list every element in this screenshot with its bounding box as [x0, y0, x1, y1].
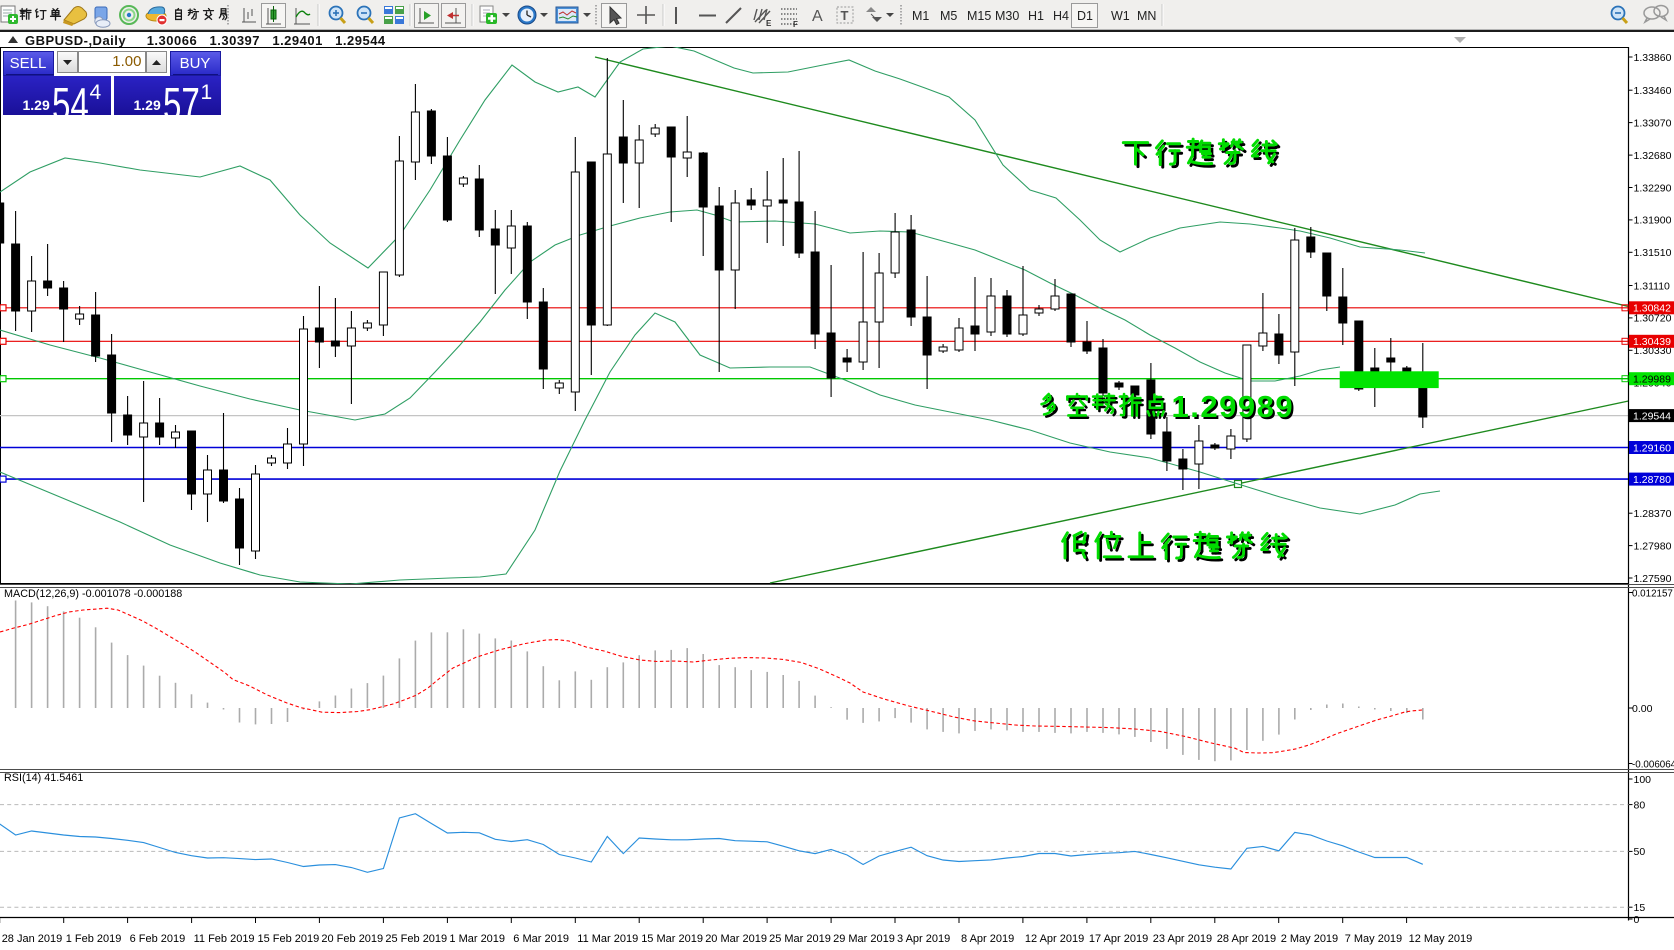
- svg-text:M15: M15: [967, 9, 991, 23]
- svg-text:1.31110: 1.31110: [1634, 280, 1671, 292]
- svg-text:1.30439: 1.30439: [1633, 336, 1671, 348]
- svg-text:0: 0: [1634, 914, 1640, 926]
- svg-text:29 Mar 2019: 29 Mar 2019: [833, 933, 895, 945]
- svg-text:M30: M30: [995, 9, 1019, 23]
- svg-text:A: A: [812, 8, 823, 25]
- svg-text:0.012157: 0.012157: [1632, 588, 1673, 599]
- svg-text:15 Mar 2019: 15 Mar 2019: [641, 933, 703, 945]
- svg-text:1.31510: 1.31510: [1634, 247, 1672, 259]
- svg-text:MN: MN: [1137, 9, 1156, 23]
- svg-text:1.29989: 1.29989: [1633, 374, 1671, 386]
- svg-text:3 Apr 2019: 3 Apr 2019: [897, 933, 950, 945]
- svg-text:1.30330: 1.30330: [1634, 345, 1672, 357]
- svg-text:1.29989: 1.29989: [1172, 389, 1295, 424]
- svg-text:1.28780: 1.28780: [1633, 474, 1671, 486]
- svg-text:6 Feb 2019: 6 Feb 2019: [130, 933, 186, 945]
- svg-text:12 May 2019: 12 May 2019: [1409, 933, 1473, 945]
- svg-text:20 Feb 2019: 20 Feb 2019: [321, 933, 383, 945]
- svg-text:50: 50: [1634, 846, 1646, 858]
- svg-text:E: E: [766, 19, 772, 28]
- svg-text:15: 15: [1634, 902, 1646, 914]
- svg-text:11 Feb 2019: 11 Feb 2019: [194, 933, 255, 945]
- svg-text:RSI(14) 41.5461: RSI(14) 41.5461: [4, 772, 83, 784]
- svg-text:1.30842: 1.30842: [1633, 303, 1671, 315]
- svg-text:25 Feb 2019: 25 Feb 2019: [385, 933, 447, 945]
- svg-text:H4: H4: [1053, 9, 1069, 23]
- svg-text:2 May 2019: 2 May 2019: [1281, 933, 1338, 945]
- svg-text:T: T: [841, 8, 849, 23]
- svg-text:1.29544: 1.29544: [1633, 410, 1671, 422]
- svg-text:H1: H1: [1028, 9, 1044, 23]
- svg-text:F: F: [793, 20, 798, 29]
- svg-text:1.29989: 1.29989: [1174, 391, 1297, 426]
- svg-text:1.32290: 1.32290: [1634, 182, 1672, 194]
- svg-text:17 Apr 2019: 17 Apr 2019: [1089, 933, 1148, 945]
- svg-text:1 Feb 2019: 1 Feb 2019: [66, 933, 122, 945]
- svg-text:1.27980: 1.27980: [1634, 540, 1672, 552]
- svg-text:1 Mar 2019: 1 Mar 2019: [449, 933, 505, 945]
- svg-text:80: 80: [1634, 799, 1646, 811]
- svg-text:1.32680: 1.32680: [1634, 150, 1672, 162]
- svg-text:1.27590: 1.27590: [1634, 573, 1672, 585]
- svg-text:M1: M1: [912, 9, 929, 23]
- svg-text:W1: W1: [1111, 9, 1130, 23]
- svg-text:1.33070: 1.33070: [1634, 117, 1672, 129]
- svg-text:1.33460: 1.33460: [1634, 85, 1672, 97]
- svg-text:1.29160: 1.29160: [1633, 442, 1671, 454]
- svg-text:28 Jan 2019: 28 Jan 2019: [2, 933, 63, 945]
- svg-text:100: 100: [1634, 774, 1652, 786]
- svg-text:8 Apr 2019: 8 Apr 2019: [961, 933, 1014, 945]
- svg-text:1.28370: 1.28370: [1634, 508, 1672, 520]
- svg-text:MACD(12,26,9) -0.001078 -0.000: MACD(12,26,9) -0.001078 -0.000188: [4, 588, 182, 600]
- svg-text:0.00: 0.00: [1632, 703, 1653, 715]
- svg-text:M5: M5: [940, 9, 957, 23]
- svg-text:1.31900: 1.31900: [1634, 215, 1672, 227]
- svg-text:1.33860: 1.33860: [1634, 52, 1672, 64]
- svg-text:-0.006064: -0.006064: [1632, 759, 1674, 770]
- svg-text:7 May 2019: 7 May 2019: [1345, 933, 1402, 945]
- svg-text:12 Apr 2019: 12 Apr 2019: [1025, 933, 1084, 945]
- svg-text:1.30720: 1.30720: [1634, 313, 1672, 325]
- svg-text:28 Apr 2019: 28 Apr 2019: [1217, 933, 1276, 945]
- svg-text:20 Mar 2019: 20 Mar 2019: [705, 933, 767, 945]
- svg-text:23 Apr 2019: 23 Apr 2019: [1153, 933, 1212, 945]
- svg-text:11 Mar 2019: 11 Mar 2019: [577, 933, 638, 945]
- svg-text:6 Mar 2019: 6 Mar 2019: [513, 933, 569, 945]
- svg-text:D1: D1: [1077, 9, 1093, 23]
- svg-text:25 Mar 2019: 25 Mar 2019: [769, 933, 831, 945]
- svg-text:15 Feb 2019: 15 Feb 2019: [258, 933, 320, 945]
